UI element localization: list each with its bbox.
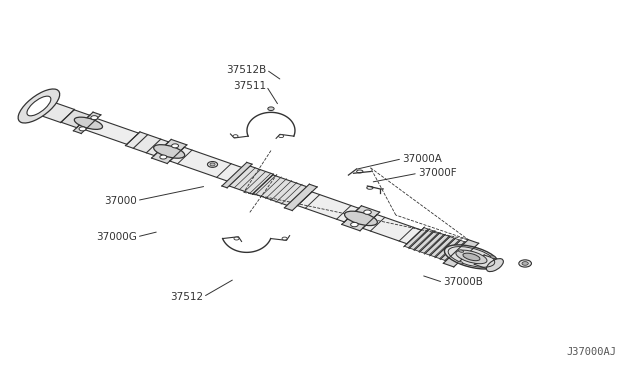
Polygon shape	[446, 242, 470, 262]
Text: 37000F: 37000F	[418, 168, 456, 178]
Text: 37000A: 37000A	[402, 154, 442, 164]
Ellipse shape	[234, 237, 239, 240]
Polygon shape	[32, 99, 74, 122]
Ellipse shape	[463, 253, 480, 261]
Polygon shape	[170, 147, 244, 182]
Polygon shape	[227, 165, 273, 194]
Polygon shape	[425, 235, 449, 255]
Ellipse shape	[91, 116, 98, 120]
Polygon shape	[474, 255, 500, 270]
Ellipse shape	[154, 145, 185, 158]
Ellipse shape	[207, 161, 218, 167]
Text: 37512: 37512	[170, 292, 203, 302]
Ellipse shape	[351, 222, 358, 227]
Polygon shape	[363, 215, 421, 244]
Ellipse shape	[27, 96, 51, 116]
Text: 37000G: 37000G	[96, 232, 137, 242]
Polygon shape	[342, 206, 380, 231]
Ellipse shape	[268, 107, 274, 110]
Ellipse shape	[490, 256, 495, 258]
Ellipse shape	[486, 259, 504, 272]
Polygon shape	[298, 192, 359, 222]
Polygon shape	[284, 184, 317, 211]
Polygon shape	[410, 230, 433, 250]
Text: 37511: 37511	[233, 81, 266, 91]
Ellipse shape	[458, 250, 464, 252]
Ellipse shape	[172, 144, 179, 148]
Polygon shape	[415, 231, 438, 251]
Polygon shape	[152, 140, 187, 164]
Text: 37000B: 37000B	[443, 278, 483, 288]
Ellipse shape	[364, 210, 371, 214]
Ellipse shape	[444, 245, 499, 269]
Ellipse shape	[456, 250, 487, 264]
Ellipse shape	[18, 89, 60, 123]
Ellipse shape	[74, 117, 102, 129]
Text: 37000: 37000	[104, 196, 137, 206]
Polygon shape	[85, 119, 139, 144]
Ellipse shape	[458, 262, 463, 264]
Polygon shape	[436, 238, 460, 259]
Ellipse shape	[210, 163, 215, 166]
Ellipse shape	[233, 135, 238, 138]
Ellipse shape	[519, 260, 531, 267]
Ellipse shape	[282, 237, 287, 240]
Polygon shape	[253, 175, 309, 206]
Polygon shape	[125, 132, 168, 155]
Polygon shape	[222, 162, 252, 188]
Polygon shape	[404, 228, 428, 248]
Polygon shape	[430, 237, 454, 257]
Polygon shape	[61, 110, 90, 128]
Polygon shape	[420, 233, 444, 253]
Text: J37000AJ: J37000AJ	[567, 347, 617, 357]
Ellipse shape	[278, 135, 284, 138]
Polygon shape	[74, 112, 101, 134]
Ellipse shape	[344, 211, 378, 225]
Polygon shape	[444, 240, 479, 267]
Ellipse shape	[160, 155, 167, 159]
Polygon shape	[441, 240, 465, 260]
Ellipse shape	[522, 262, 528, 265]
Text: 37512B: 37512B	[226, 65, 266, 75]
Ellipse shape	[79, 127, 86, 131]
